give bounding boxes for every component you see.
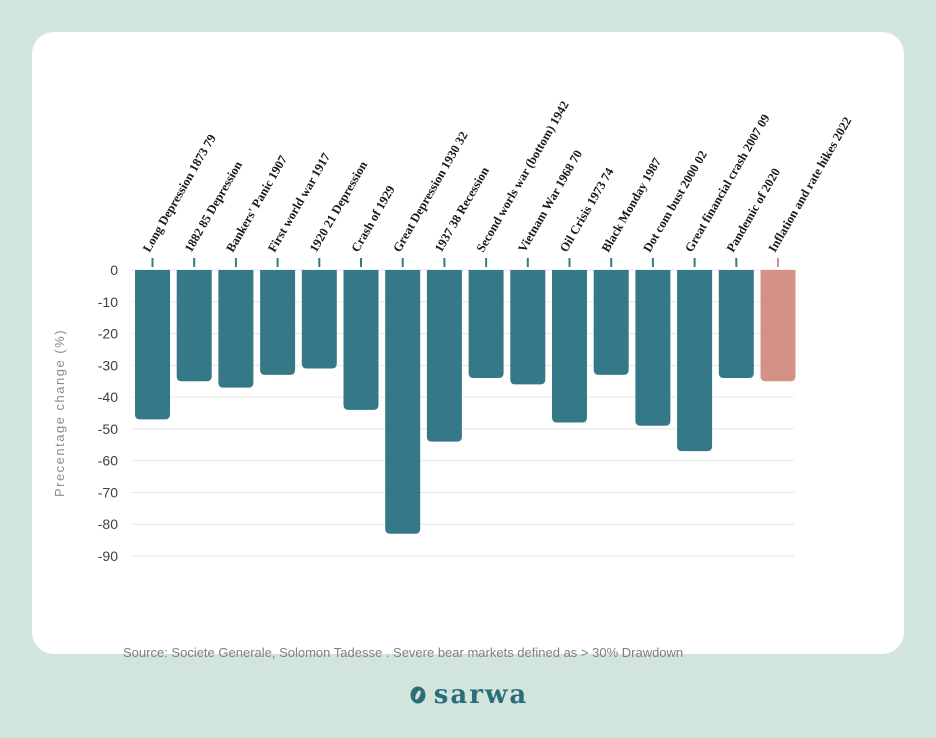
bar <box>718 270 754 379</box>
chart-card: 0 -10 -20 -30 -40 -50 -60 -70 -80 -90 Precentage c… <box>32 32 904 660</box>
bar <box>635 270 671 426</box>
y-tick-label: -50 <box>98 421 118 437</box>
bar <box>385 270 421 534</box>
bar <box>343 270 379 410</box>
x-tick-label: Long Depression 1873 79 <box>140 132 219 255</box>
y-tick-label: 0 <box>110 262 118 278</box>
y-axis-label: Precentage change (%) <box>52 329 67 497</box>
bar <box>468 270 504 379</box>
bar <box>260 270 296 375</box>
bar <box>510 270 546 385</box>
y-tick-label: -60 <box>98 453 118 469</box>
source-note: Source: Societe Generale, Solomon Tadess… <box>123 645 684 660</box>
bear-market-bar-chart: 0 -10 -20 -30 -40 -50 -60 -70 -80 -90 Precentage c… <box>52 99 854 564</box>
sarwa-logo-icon <box>410 686 426 704</box>
bar <box>677 270 713 452</box>
bar <box>176 270 212 382</box>
y-tick-label: -40 <box>98 389 118 405</box>
x-tick-label: Great financial crash 2007 09 <box>682 112 772 255</box>
bar <box>760 270 796 382</box>
bar <box>301 270 337 369</box>
y-tick-label: -30 <box>98 357 118 373</box>
y-tick-label: -10 <box>98 294 118 310</box>
y-tick-label: -80 <box>98 516 118 532</box>
x-tick-label: Crash of 1929 <box>348 183 397 254</box>
y-tick-label: -90 <box>98 548 118 564</box>
x-tick-label: Inflation and rate hikes 2022 <box>765 115 854 255</box>
bar <box>552 270 587 423</box>
y-tick-label: -20 <box>98 326 118 342</box>
y-tick-label: -70 <box>98 484 118 500</box>
brand-name: sarwa <box>433 680 529 710</box>
bar <box>135 270 170 420</box>
brand-footer: sarwa <box>0 680 936 710</box>
x-tick-label: Great Depression 1930 32 <box>390 129 470 254</box>
bar <box>593 270 629 375</box>
bar <box>218 270 254 388</box>
bar <box>426 270 462 442</box>
